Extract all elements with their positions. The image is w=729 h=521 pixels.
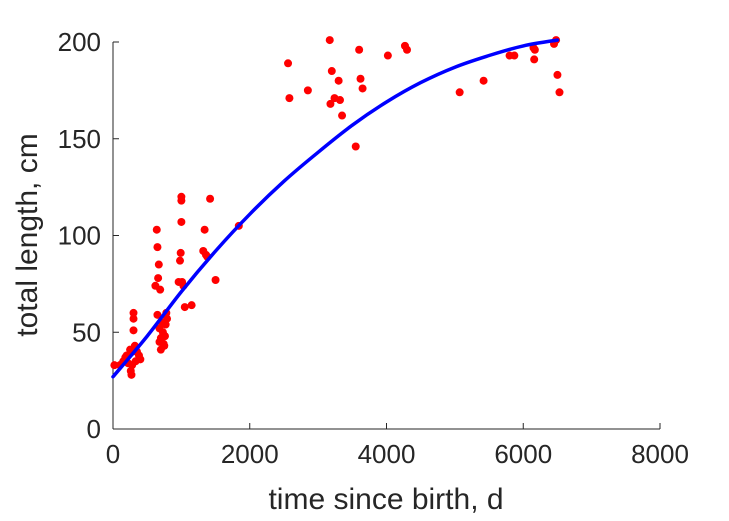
data-point [153,243,162,252]
x-tick-label: 2000 [221,439,279,469]
data-point [325,36,334,45]
y-axis-label: total length, cm [11,133,44,336]
data-point [358,84,367,93]
data-point [200,225,209,234]
x-tick-label: 6000 [494,439,552,469]
data-point [530,55,539,64]
data-point [154,260,163,269]
data-point [510,51,519,60]
data-point [154,274,163,283]
data-point [160,341,169,350]
y-tick-label: 100 [58,221,101,251]
data-point [351,142,360,151]
data-point [206,194,215,203]
fit-curve-line [111,38,560,379]
data-point [355,45,364,54]
data-point [129,308,138,317]
data-point [383,51,392,60]
data-point [129,314,138,323]
data-point [127,370,136,379]
data-point [334,76,343,85]
data-point [555,88,564,97]
data-point [176,248,185,257]
data-point [176,256,185,265]
data-point [530,45,539,54]
data-point [285,94,294,103]
axes: 0 2000 4000 6000 8000 0 50 100 150 200 [58,27,689,469]
data-point [136,355,145,364]
data-point [211,276,220,285]
data-point [338,111,347,120]
data-point [303,86,312,95]
data-point [152,225,161,234]
data-point [336,96,345,105]
data-point [327,67,336,76]
data-point [187,301,196,310]
data-point [455,88,464,97]
data-point [156,285,165,294]
x-tick-label: 8000 [631,439,689,469]
data-point [129,326,138,335]
x-tick-label: 0 [106,439,120,469]
data-point [326,99,335,108]
y-tick-label: 200 [58,27,101,57]
data-point [553,70,562,79]
data-point [479,76,488,85]
data-point [177,196,186,205]
data-point [180,303,189,312]
y-tick-label: 0 [87,414,101,444]
data-point [403,45,412,54]
plot-marks [110,36,564,379]
data-point [160,332,169,341]
y-tick-label: 50 [72,317,101,347]
data-point [110,361,119,370]
data-point [163,314,172,323]
data-point [177,217,186,226]
data-point [153,310,162,319]
y-tick-label: 150 [58,124,101,154]
x-axis-label: time since birth, d [268,483,503,516]
x-tick-label: 4000 [358,439,416,469]
data-point [356,74,365,83]
data-point [284,59,293,68]
